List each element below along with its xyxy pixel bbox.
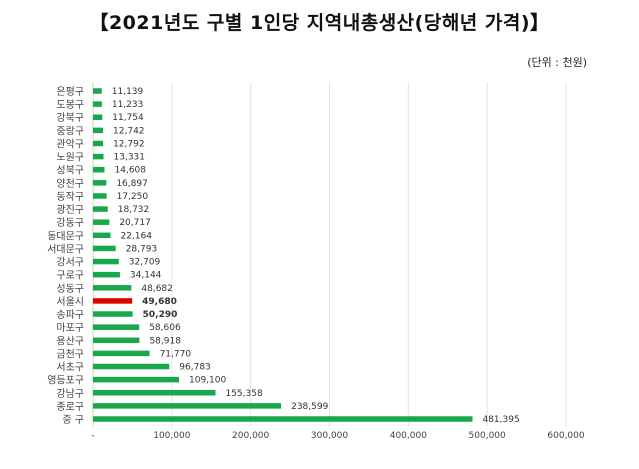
- value-label: 71,770: [160, 349, 192, 359]
- value-label: 12,742: [113, 126, 145, 136]
- value-label: 11,139: [112, 87, 144, 97]
- category-label: 구로구: [56, 271, 84, 282]
- x-tick-label: 500,000: [469, 431, 506, 441]
- value-label: 109,100: [189, 376, 226, 386]
- value-label: 238,599: [291, 402, 328, 412]
- bar: [93, 153, 104, 160]
- value-label: 18,732: [118, 205, 150, 215]
- value-label: 96,783: [179, 363, 211, 373]
- value-label: 20,717: [119, 218, 151, 228]
- bar: [93, 166, 105, 173]
- x-tick-label: 100,000: [153, 431, 190, 441]
- value-label: 13,331: [114, 153, 146, 163]
- x-tick-label: 200,000: [232, 431, 269, 441]
- value-label: 49,680: [142, 297, 177, 307]
- category-label: 송파구: [56, 309, 84, 321]
- bar: [93, 271, 120, 278]
- category-label: 성동구: [56, 283, 84, 295]
- value-label: 481,395: [482, 415, 519, 425]
- category-label: 용산구: [56, 335, 84, 347]
- category-label: 금천구: [56, 348, 84, 360]
- value-label: 14,608: [115, 166, 147, 176]
- bar: [93, 350, 150, 357]
- category-label: 양천구: [56, 178, 84, 190]
- bar: [93, 219, 110, 225]
- bar: [93, 390, 216, 396]
- value-label: 155,358: [225, 389, 262, 399]
- x-tick-label: 600,000: [547, 431, 584, 441]
- category-label: 관악구: [56, 138, 84, 150]
- bar: [93, 245, 116, 252]
- bar: [93, 193, 107, 199]
- chart-title: 【2021년도 구별 1인당 지역내총생산(당해년 가격)】: [89, 12, 550, 34]
- category-label: 노원구: [56, 152, 84, 164]
- value-label: 22,164: [120, 231, 152, 241]
- x-tick-label: 300,000: [311, 431, 348, 441]
- bar: [93, 180, 107, 186]
- x-tick-label: -: [91, 431, 94, 441]
- bar: [93, 206, 108, 212]
- bar: [93, 114, 103, 120]
- bar: [93, 311, 133, 317]
- bar: [93, 232, 111, 239]
- category-label: 강남구: [56, 388, 84, 400]
- value-label: 50,290: [143, 310, 178, 320]
- bar: [93, 363, 170, 370]
- bar: [93, 416, 473, 422]
- category-label: 성북구: [56, 165, 84, 177]
- bar: [93, 140, 104, 147]
- category-label: 마포구: [56, 322, 84, 334]
- value-label: 28,793: [126, 244, 158, 254]
- bar-highlight: [93, 298, 133, 304]
- bar: [93, 88, 102, 94]
- category-label: 강서구: [56, 257, 84, 269]
- category-label: 영등포구: [47, 375, 84, 387]
- value-label: 12,792: [113, 139, 144, 149]
- bar: [93, 127, 104, 134]
- category-label: 동작구: [56, 191, 84, 203]
- category-label: 도봉구: [56, 99, 84, 111]
- category-label: 강북구: [56, 112, 84, 124]
- category-label: 동대문구: [47, 230, 84, 242]
- bar: [93, 101, 102, 107]
- value-label: 11,233: [112, 100, 144, 110]
- value-label: 11,754: [112, 113, 144, 123]
- value-label: 34,144: [130, 271, 162, 281]
- bar: [93, 324, 140, 330]
- category-label: 서대문구: [47, 243, 84, 255]
- category-label: 은평구: [56, 86, 84, 98]
- value-label: 17,250: [117, 192, 149, 202]
- category-label: 중랑구: [56, 125, 84, 137]
- bar: [93, 337, 140, 344]
- value-label: 58,606: [149, 323, 181, 333]
- category-label: 서초구: [56, 362, 84, 374]
- value-label: 16,897: [116, 179, 148, 189]
- unit-label: (단위 : 천원): [527, 56, 587, 69]
- category-label: 강동구: [56, 217, 84, 229]
- category-label: 서울시: [56, 296, 84, 308]
- x-tick-label: 400,000: [390, 431, 427, 441]
- bar: [93, 403, 282, 409]
- bar: [93, 376, 180, 383]
- value-label: 48,682: [141, 284, 173, 294]
- bar: [93, 285, 132, 291]
- value-label: 32,709: [129, 258, 161, 268]
- category-label: 종로구: [56, 401, 84, 413]
- category-label: 중 구: [62, 414, 84, 426]
- value-label: 58,918: [149, 336, 181, 346]
- bar: [93, 258, 119, 265]
- category-label: 광진구: [56, 204, 84, 216]
